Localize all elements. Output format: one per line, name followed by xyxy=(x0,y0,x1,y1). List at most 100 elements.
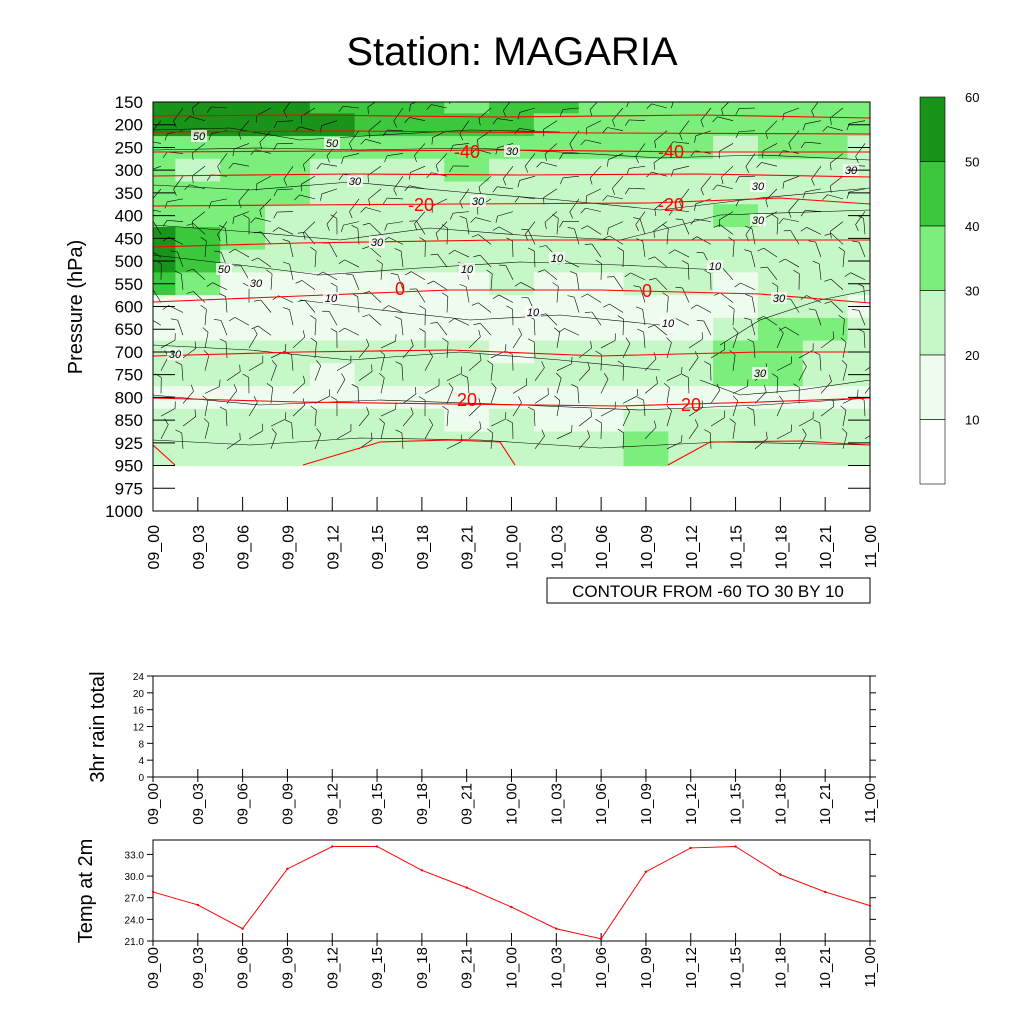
wind-barb-feather xyxy=(271,360,277,366)
wind-barb xyxy=(270,412,287,427)
wind-barb xyxy=(219,406,228,427)
wind-barb xyxy=(798,411,814,427)
wind-barb-feather xyxy=(793,383,800,388)
wind-barb xyxy=(559,153,580,160)
wind-barb xyxy=(852,240,866,258)
wind-barb-feather xyxy=(822,194,828,200)
wind-barb xyxy=(671,165,690,177)
wind-barb-feather xyxy=(603,235,610,240)
wind-barb-feather xyxy=(729,418,736,424)
wind-barb-feather xyxy=(459,215,467,219)
wind-barb-feather xyxy=(653,162,655,170)
shading-cell xyxy=(713,158,759,183)
wind-barb-feather xyxy=(756,162,762,168)
x-tick-label: 09_03 xyxy=(190,947,207,989)
wind-barb-feather xyxy=(581,225,588,230)
wind-barb xyxy=(808,308,822,326)
contour-label-text: 30 xyxy=(250,278,263,290)
colorbar-segment xyxy=(919,354,946,420)
wind-barb-staff xyxy=(182,391,194,404)
x-tick-label: 09_03 xyxy=(190,783,207,825)
shading-cell xyxy=(354,408,401,433)
shading-cell xyxy=(802,317,849,342)
isotherm-line xyxy=(153,130,870,135)
contour-label-bg xyxy=(470,195,486,207)
wind-barb-staff xyxy=(666,373,682,381)
wind-barb-staff xyxy=(815,310,822,326)
shading-cell xyxy=(399,136,445,160)
wind-barb xyxy=(358,364,373,381)
wind-barb-staff xyxy=(586,188,602,197)
shading-cell xyxy=(578,181,625,205)
colorbar-segment xyxy=(919,96,946,162)
wind-barb-feather xyxy=(192,221,194,229)
shading-cell xyxy=(175,158,221,183)
shading-cell xyxy=(802,113,849,137)
wind-barb-feather xyxy=(162,151,168,159)
wind-barb-staff xyxy=(819,354,822,371)
wind-barb-staff xyxy=(256,175,272,184)
wind-barb xyxy=(402,339,414,359)
wind-barb xyxy=(459,215,470,235)
wind-barb xyxy=(559,107,580,116)
wind-barb-feather xyxy=(802,123,806,131)
shading-cell xyxy=(533,102,580,114)
shading-cell xyxy=(354,431,401,467)
shading-cell xyxy=(265,102,311,114)
wind-barb-feather xyxy=(666,337,672,343)
wind-barb-feather xyxy=(238,132,242,140)
wind-barb-feather xyxy=(266,269,273,275)
wind-barb xyxy=(668,209,690,216)
wind-barb xyxy=(646,103,668,110)
pressure-tick-label: 950 xyxy=(115,457,143,476)
wind-barb-feather xyxy=(317,96,321,101)
shading-cell xyxy=(175,386,221,410)
wind-barb xyxy=(688,419,699,440)
wind-barb-feather xyxy=(624,188,630,195)
wind-barb xyxy=(330,328,338,348)
wind-barb-feather xyxy=(203,418,210,424)
wind-barb xyxy=(820,374,832,394)
wind-barb xyxy=(710,383,721,404)
wind-barb-staff xyxy=(478,234,492,245)
wind-barb-feather xyxy=(162,220,168,227)
wind-barb xyxy=(556,425,573,440)
wind-barb-feather xyxy=(872,374,875,380)
rain-axis-label: 3hr rain total xyxy=(87,671,109,782)
wind-barb-feather xyxy=(330,396,338,401)
shading-cell xyxy=(578,249,625,274)
wind-barb-staff xyxy=(863,218,866,235)
wind-barb-staff xyxy=(732,309,735,326)
wind-barb-feather xyxy=(607,227,609,235)
wind-barb-staff xyxy=(465,286,470,303)
wind-barb-staff xyxy=(820,338,835,349)
wind-barb-feather xyxy=(590,341,592,349)
wind-barb-staff xyxy=(480,323,492,336)
wind-barb xyxy=(647,324,668,336)
wind-barb-staff xyxy=(556,218,559,235)
wind-barb-feather xyxy=(681,366,683,374)
wind-barb xyxy=(414,211,426,231)
wind-barb xyxy=(635,211,646,232)
wind-barb xyxy=(314,360,322,381)
wind-barb xyxy=(362,222,382,235)
wind-barb-staff xyxy=(388,305,404,313)
shading-cell xyxy=(175,249,221,274)
wind-barb-staff xyxy=(654,324,668,336)
wind-barb-staff xyxy=(424,385,440,394)
wind-barb xyxy=(266,269,273,290)
wind-barb xyxy=(844,272,866,281)
wind-barb-staff xyxy=(806,227,822,235)
wind-barb xyxy=(840,405,847,427)
wind-barb-staff xyxy=(453,211,470,214)
wind-barb-staff xyxy=(635,143,646,157)
wind-barb-staff xyxy=(607,127,624,132)
wind-barb-feather xyxy=(200,305,207,310)
wind-barb-feather xyxy=(663,382,670,388)
wind-barb xyxy=(690,218,712,225)
shading-cell xyxy=(578,204,625,228)
wind-barb-staff xyxy=(322,271,338,281)
wind-barb xyxy=(578,341,592,359)
